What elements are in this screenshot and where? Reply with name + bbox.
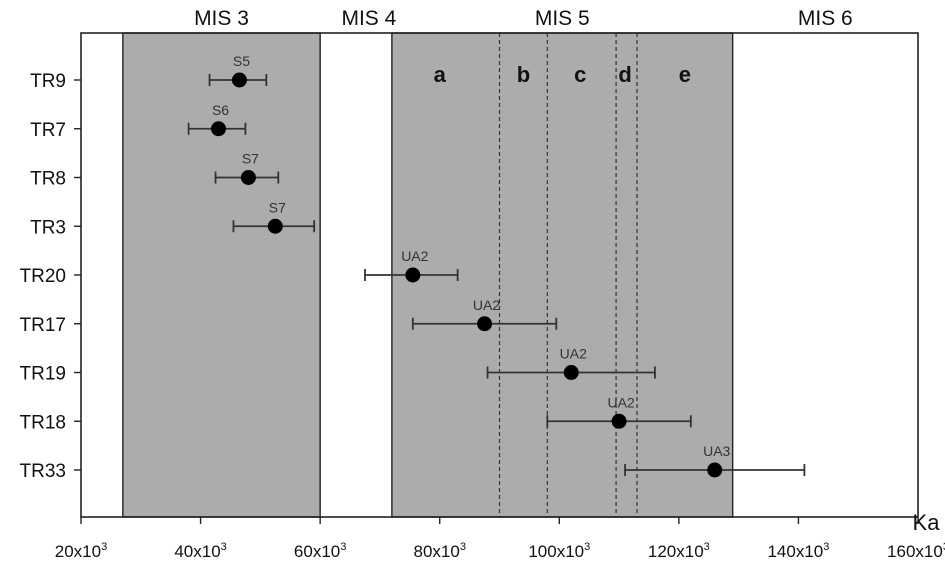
band-title-mis-5: MIS 5 bbox=[535, 7, 590, 30]
point-marker bbox=[707, 462, 723, 478]
y-tick-label-tr7: TR7 bbox=[30, 120, 66, 141]
point-marker bbox=[611, 413, 627, 429]
point-label: S7 bbox=[242, 151, 259, 167]
band-mis-3 bbox=[122, 32, 321, 518]
point-marker bbox=[211, 121, 227, 137]
data-point-tr17: UA2 bbox=[411, 297, 558, 332]
substage-label-layer: a b c d e bbox=[434, 62, 691, 87]
x-axis-unit-label: Ka bbox=[913, 510, 941, 535]
point-label: UA2 bbox=[560, 346, 587, 362]
x-tick-label: 20x103 bbox=[55, 541, 107, 561]
x-tick-label: 80x103 bbox=[413, 541, 465, 561]
point-marker bbox=[477, 316, 493, 332]
point-marker bbox=[267, 218, 283, 234]
y-tick-label-tr33: TR33 bbox=[20, 461, 66, 482]
data-point-tr19: UA2 bbox=[486, 346, 656, 380]
substage-label-e: e bbox=[679, 62, 691, 87]
y-tick-label-tr17: TR17 bbox=[20, 315, 66, 336]
band-title-mis-4: MIS 4 bbox=[341, 7, 396, 30]
data-point-tr20: UA2 bbox=[364, 248, 459, 283]
x-tick-label: 100x103 bbox=[528, 541, 590, 561]
y-tick-label-tr18: TR18 bbox=[20, 412, 66, 433]
point-label: UA2 bbox=[473, 297, 500, 313]
data-point-tr9: S5 bbox=[208, 53, 268, 88]
data-point-tr8: S7 bbox=[214, 151, 280, 185]
band-title-mis-6: MIS 6 bbox=[798, 7, 853, 30]
x-tick-label: 160x103 bbox=[887, 541, 945, 561]
substage-label-d: d bbox=[618, 62, 631, 87]
substage-label-a: a bbox=[434, 62, 447, 87]
point-label: S5 bbox=[233, 53, 250, 69]
substage-boundary-layer bbox=[498, 33, 638, 517]
band-title-mis-3: MIS 3 bbox=[194, 7, 249, 30]
point-label: UA2 bbox=[607, 394, 634, 410]
x-axis: 20x103 40x103 60x103 80x103 100x103 120x103 14… bbox=[55, 517, 945, 561]
point-label: S6 bbox=[212, 102, 229, 118]
x-tick-label: 140x103 bbox=[767, 541, 829, 561]
point-marker bbox=[405, 267, 421, 283]
data-point-tr33: UA3 bbox=[624, 443, 806, 478]
y-tick-label-tr3: TR3 bbox=[30, 217, 66, 238]
data-point-tr7: S6 bbox=[187, 102, 247, 137]
band-layer bbox=[122, 32, 734, 518]
x-tick-label: 40x103 bbox=[174, 541, 226, 561]
x-tick-label: 60x103 bbox=[294, 541, 346, 561]
point-marker bbox=[563, 365, 579, 380]
y-tick-label-tr19: TR19 bbox=[20, 364, 66, 385]
point-label: UA3 bbox=[703, 443, 730, 459]
point-marker bbox=[231, 72, 247, 88]
point-marker bbox=[240, 170, 256, 185]
data-point-tr3: S7 bbox=[232, 199, 316, 234]
x-tick-label: 120x103 bbox=[648, 541, 710, 561]
substage-label-b: b bbox=[517, 62, 530, 87]
y-tick-label-tr20: TR20 bbox=[20, 266, 66, 287]
data-point-tr18: UA2 bbox=[546, 394, 692, 429]
points-layer: S5 S6 S7 S7 UA2 UA2 UA2 UA2 UA3 bbox=[187, 53, 806, 478]
y-tick-label-tr8: TR8 bbox=[30, 169, 66, 190]
point-label: UA2 bbox=[401, 248, 428, 264]
y-axis: TR9 TR7 TR8 TR3 TR20 TR17 TR19 TR18 TR33 bbox=[20, 71, 81, 482]
band-title-layer: MIS 3 MIS 4 MIS 5 MIS 6 bbox=[194, 7, 853, 30]
substage-label-c: c bbox=[574, 62, 586, 87]
y-tick-label-tr9: TR9 bbox=[30, 71, 66, 92]
point-label: S7 bbox=[269, 199, 286, 215]
